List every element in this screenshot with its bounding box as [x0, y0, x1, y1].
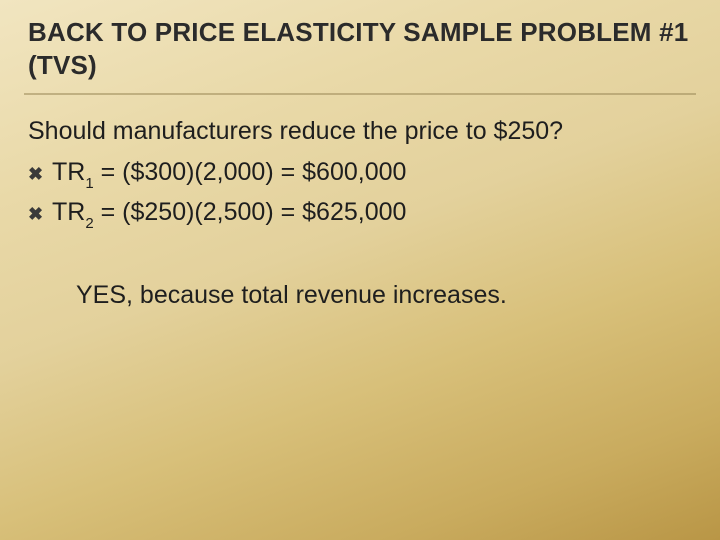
title-block: BACK TO PRICE ELASTICITY SAMPLE PROBLEM …: [0, 0, 720, 89]
title-underline: [24, 93, 696, 95]
tr-line-2: ✖ TR2 = ($250)(2,500) = $625,000: [28, 193, 692, 233]
tr-subscript: 2: [85, 215, 93, 232]
slide: BACK TO PRICE ELASTICITY SAMPLE PROBLEM …: [0, 0, 720, 540]
question-text: Should manufacturers reduce the price to…: [28, 115, 692, 149]
conclusion-text: YES, because total revenue increases.: [28, 281, 692, 310]
bullet-icon: ✖: [28, 201, 52, 229]
tr-subscript: 1: [85, 175, 93, 192]
tr-expression: TR2 = ($250)(2,500) = $625,000: [52, 193, 406, 233]
tr-equation: = ($300)(2,000) = $600,000: [94, 158, 407, 186]
tr-label: TR: [52, 158, 85, 186]
tr-label: TR: [52, 198, 85, 226]
slide-title: BACK TO PRICE ELASTICITY SAMPLE PROBLEM …: [28, 16, 692, 81]
bullet-icon: ✖: [28, 161, 52, 189]
body-block: Should manufacturers reduce the price to…: [0, 95, 720, 310]
tr-equation: = ($250)(2,500) = $625,000: [94, 198, 407, 226]
tr-line-1: ✖ TR1 = ($300)(2,000) = $600,000: [28, 153, 692, 193]
tr-expression: TR1 = ($300)(2,000) = $600,000: [52, 153, 406, 193]
